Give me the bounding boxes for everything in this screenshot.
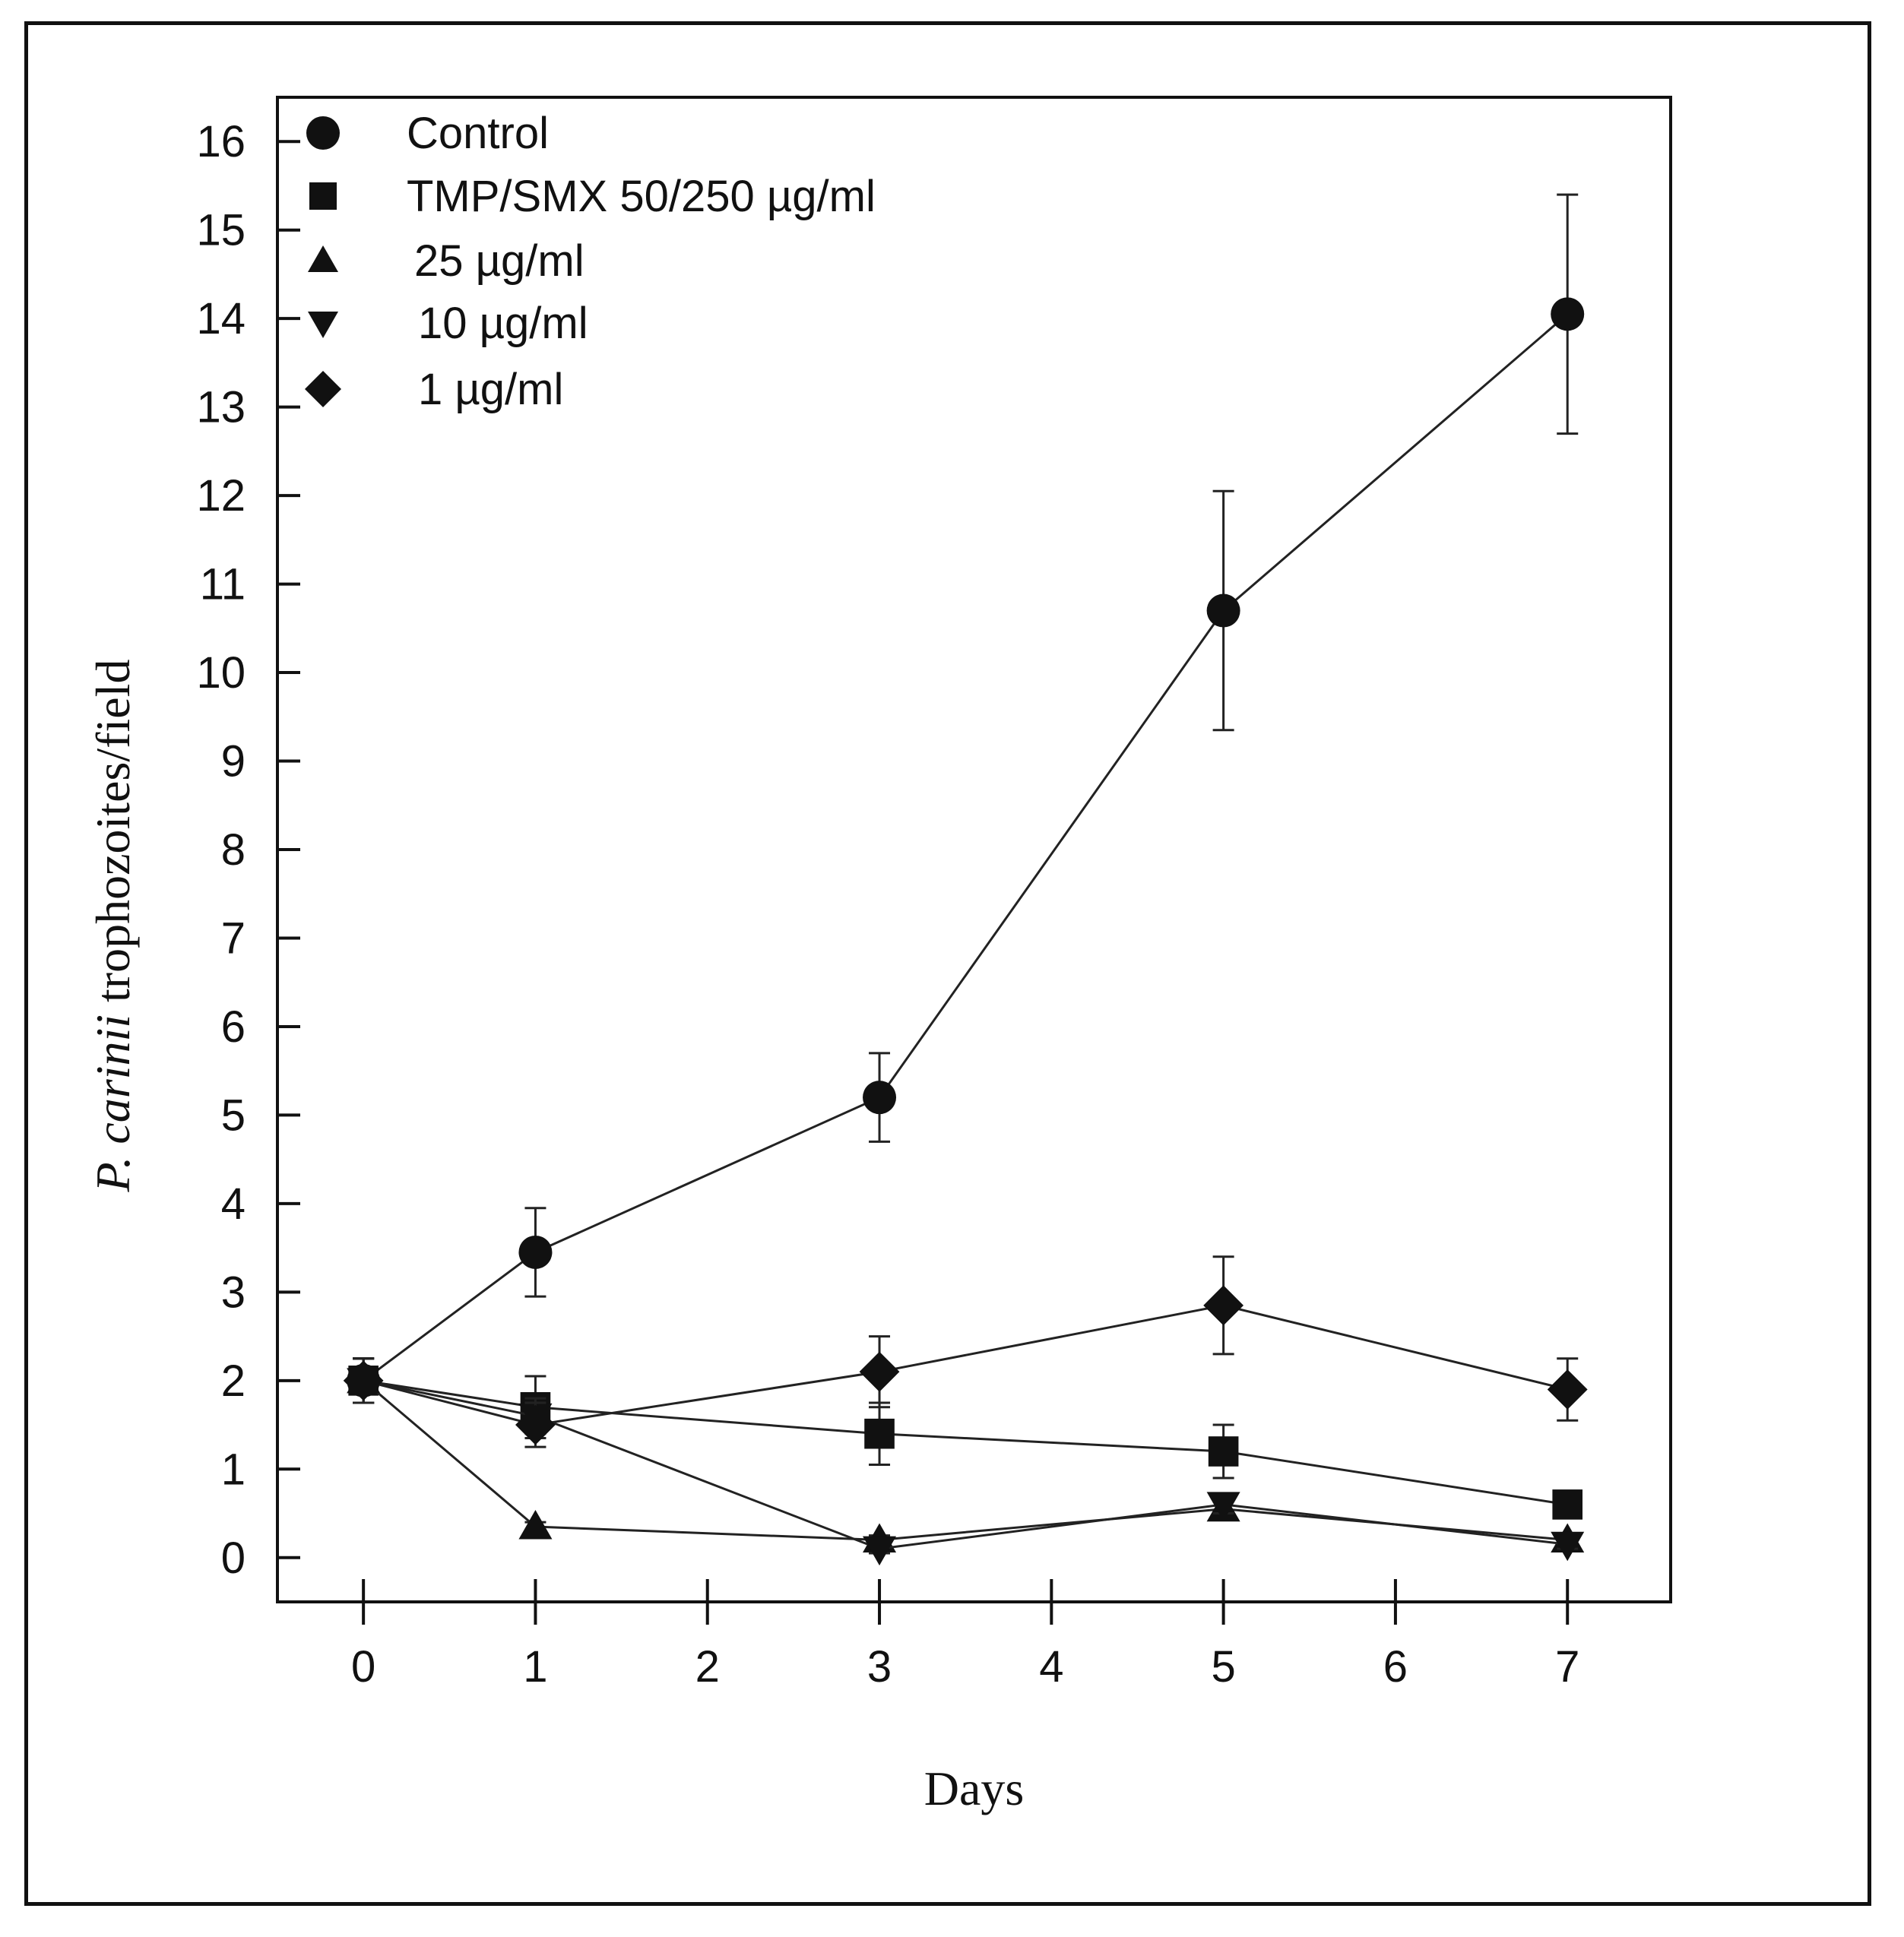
x-tick-label: 5 xyxy=(1211,1642,1235,1692)
figure-frame xyxy=(24,21,1871,1906)
legend-marker xyxy=(308,312,338,338)
y-tick-label: 12 xyxy=(196,471,246,521)
series-layer xyxy=(343,193,1588,1566)
data-point xyxy=(1206,1492,1240,1521)
data-point xyxy=(343,1360,384,1401)
data-point xyxy=(1547,1369,1588,1410)
x-tick-label: 7 xyxy=(1555,1642,1579,1692)
y-tick-label: 14 xyxy=(196,294,246,343)
legend-label: Control xyxy=(407,109,549,158)
data-point xyxy=(518,1235,553,1269)
data-point xyxy=(863,1081,897,1115)
data-point xyxy=(1208,1436,1239,1467)
y-tick-label: 8 xyxy=(221,825,246,875)
data-point xyxy=(515,1404,556,1445)
series-triangle-up xyxy=(347,1357,1585,1552)
x-axis-title: Days xyxy=(924,1761,1025,1815)
data-point xyxy=(1206,593,1240,628)
data-point xyxy=(1551,297,1585,331)
data-point xyxy=(1203,1285,1244,1326)
x-tick-label: 1 xyxy=(523,1642,547,1692)
y-tick-label: 6 xyxy=(221,1002,246,1052)
data-point xyxy=(864,1418,895,1449)
x-axis: 0 1 2 3 4 5 6 7 xyxy=(351,1579,1579,1692)
legend-marker xyxy=(308,245,338,272)
data-point xyxy=(518,1510,553,1540)
y-tick-label: 13 xyxy=(196,383,246,432)
legend: Control TMP/SMX 50/250 µg/ml 25 µg/ml 10 µg… xyxy=(305,109,876,414)
y-tick-label: 15 xyxy=(196,206,246,255)
data-point xyxy=(863,1536,897,1566)
y-tick-label: 3 xyxy=(221,1268,246,1317)
data-point xyxy=(859,1351,900,1392)
y-tick-label: 16 xyxy=(196,117,246,166)
x-tick-label: 2 xyxy=(695,1642,720,1692)
legend-marker xyxy=(309,182,337,210)
legend-label: TMP/SMX 50/250 µg/ml xyxy=(407,172,876,221)
y-tick-label: 4 xyxy=(221,1179,246,1229)
x-tick-label: 3 xyxy=(867,1642,892,1692)
data-point xyxy=(1551,1531,1585,1562)
y-tick-label: 9 xyxy=(221,737,246,787)
y-tick-label: 10 xyxy=(196,648,246,698)
legend-label: 10 µg/ml xyxy=(418,299,588,348)
series-line xyxy=(363,313,1569,1382)
legend-marker xyxy=(305,371,341,407)
legend-marker xyxy=(306,116,340,150)
data-point xyxy=(1552,1489,1583,1520)
legend-label: 25 µg/ml xyxy=(414,236,585,286)
y-axis-title-rest: trophozoites/field xyxy=(86,660,140,1014)
series-circle xyxy=(347,193,1585,1404)
y-tick-label: 1 xyxy=(221,1445,246,1494)
y-axis-title: P. carinii trophozoites/field xyxy=(86,660,140,1193)
y-tick-label: 11 xyxy=(200,560,246,609)
y-tick-label: 7 xyxy=(221,913,246,963)
y-tick-label: 2 xyxy=(221,1356,246,1406)
series-diamond xyxy=(343,1255,1588,1448)
y-axis-title-italic: P. carinii xyxy=(86,1014,140,1193)
x-tick-label: 4 xyxy=(1039,1642,1063,1692)
x-tick-label: 0 xyxy=(351,1642,375,1692)
y-tick-label: 5 xyxy=(221,1090,246,1140)
legend-label: 1 µg/ml xyxy=(418,365,563,414)
y-tick-label: 0 xyxy=(221,1533,246,1583)
x-tick-label: 6 xyxy=(1383,1642,1408,1692)
